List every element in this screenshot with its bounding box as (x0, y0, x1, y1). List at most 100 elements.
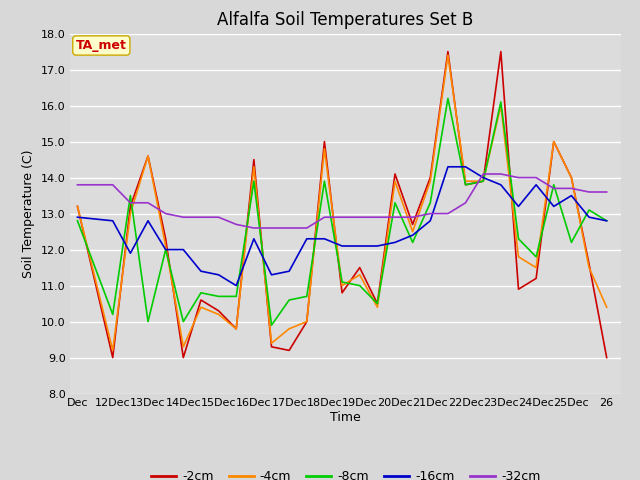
-4cm (215, 312, 223, 317)
-2cm (497, 48, 505, 54)
Line: -8cm: -8cm (77, 98, 607, 325)
-8cm (409, 240, 417, 245)
-4cm (515, 254, 522, 260)
-8cm (109, 312, 116, 317)
-16cm (585, 214, 593, 220)
-8cm (497, 99, 505, 105)
-2cm (338, 290, 346, 296)
-4cm (409, 228, 417, 234)
-8cm (321, 178, 328, 184)
-4cm (303, 319, 310, 324)
-32cm (426, 211, 434, 216)
-4cm (585, 264, 593, 270)
Text: TA_met: TA_met (76, 39, 127, 52)
-8cm (568, 240, 575, 245)
-8cm (426, 200, 434, 205)
-2cm (391, 171, 399, 177)
-8cm (391, 200, 399, 205)
-2cm (479, 178, 487, 184)
-32cm (532, 175, 540, 180)
-16cm (232, 283, 240, 288)
-32cm (603, 189, 611, 195)
-2cm (179, 355, 187, 360)
-16cm (109, 218, 116, 224)
-16cm (338, 243, 346, 249)
-8cm (232, 293, 240, 300)
Legend: -2cm, -4cm, -8cm, -16cm, -32cm: -2cm, -4cm, -8cm, -16cm, -32cm (146, 465, 545, 480)
-8cm (285, 297, 293, 303)
-4cm (497, 103, 505, 108)
-16cm (179, 247, 187, 252)
-8cm (144, 319, 152, 324)
-4cm (144, 153, 152, 159)
-4cm (268, 340, 275, 346)
Title: Alfalfa Soil Temperatures Set B: Alfalfa Soil Temperatures Set B (218, 11, 474, 29)
-4cm (232, 326, 240, 332)
-4cm (338, 283, 346, 288)
-2cm (162, 236, 170, 241)
-4cm (374, 304, 381, 310)
-32cm (479, 171, 487, 177)
-32cm (461, 200, 469, 205)
-32cm (550, 185, 557, 191)
-16cm (144, 218, 152, 224)
-4cm (109, 348, 116, 353)
-32cm (268, 225, 275, 231)
-2cm (426, 175, 434, 180)
-32cm (444, 211, 452, 216)
-16cm (532, 182, 540, 188)
-32cm (568, 185, 575, 191)
-4cm (250, 164, 258, 169)
-2cm (268, 344, 275, 349)
-2cm (585, 261, 593, 267)
Y-axis label: Soil Temperature (C): Soil Temperature (C) (22, 149, 35, 278)
-32cm (250, 225, 258, 231)
-4cm (356, 272, 364, 277)
-2cm (127, 204, 134, 209)
-8cm (162, 247, 170, 252)
-4cm (74, 204, 81, 209)
-8cm (461, 182, 469, 188)
-32cm (162, 211, 170, 216)
-8cm (250, 178, 258, 184)
-8cm (179, 319, 187, 324)
-16cm (321, 236, 328, 241)
-32cm (179, 214, 187, 220)
-16cm (409, 232, 417, 238)
-16cm (391, 240, 399, 245)
-16cm (461, 164, 469, 169)
-16cm (515, 204, 522, 209)
-16cm (444, 164, 452, 169)
-32cm (109, 182, 116, 188)
Line: -2cm: -2cm (77, 51, 607, 358)
-16cm (285, 268, 293, 274)
-4cm (127, 211, 134, 216)
-32cm (338, 214, 346, 220)
-2cm (215, 308, 223, 314)
-2cm (321, 139, 328, 144)
-4cm (550, 139, 557, 144)
-4cm (479, 178, 487, 184)
-16cm (497, 182, 505, 188)
-4cm (461, 178, 469, 184)
-2cm (250, 156, 258, 162)
-16cm (74, 214, 81, 220)
-2cm (74, 204, 81, 209)
-16cm (426, 218, 434, 224)
-4cm (391, 178, 399, 184)
-32cm (127, 200, 134, 205)
-2cm (303, 319, 310, 324)
-4cm (532, 264, 540, 270)
X-axis label: Time: Time (330, 411, 361, 424)
-4cm (603, 304, 611, 310)
-16cm (162, 247, 170, 252)
-2cm (532, 276, 540, 281)
-2cm (461, 182, 469, 188)
-8cm (338, 279, 346, 285)
-32cm (285, 225, 293, 231)
-2cm (374, 300, 381, 306)
-32cm (356, 214, 364, 220)
-2cm (444, 48, 452, 54)
-8cm (356, 283, 364, 288)
-32cm (74, 182, 81, 188)
